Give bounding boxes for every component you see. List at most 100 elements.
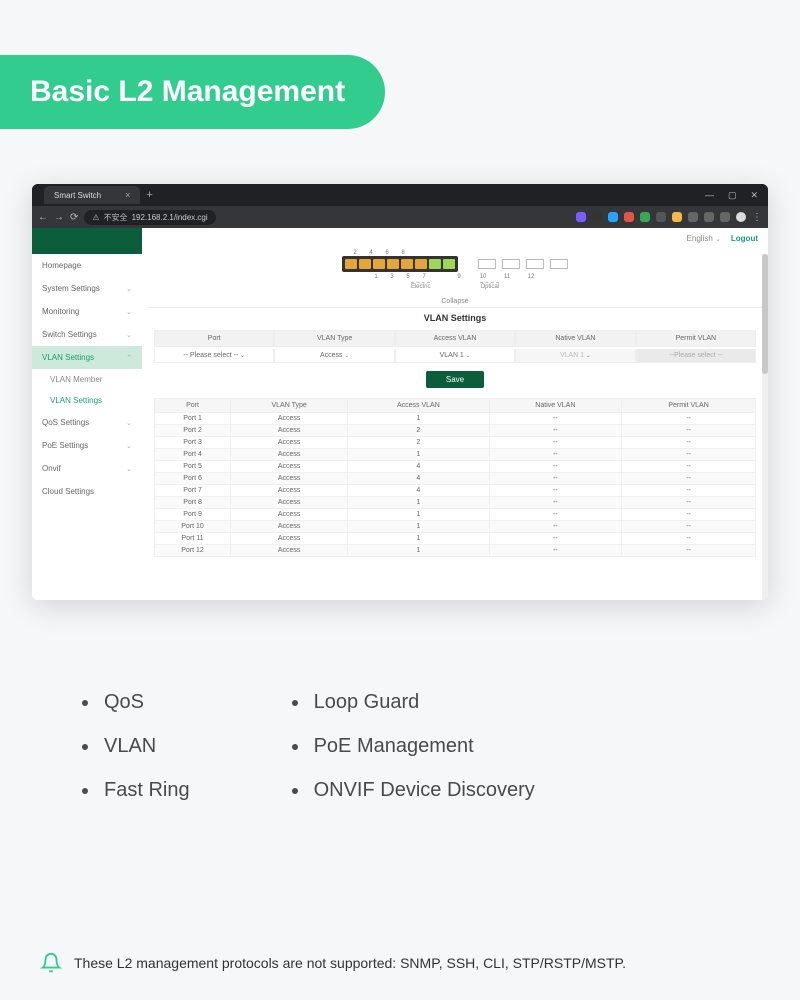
- scrollbar[interactable]: [762, 254, 768, 600]
- rj45-port: [401, 259, 413, 269]
- electric-label: Electric: [411, 282, 431, 290]
- extension-icon[interactable]: [576, 212, 586, 222]
- config-header: Permit VLAN: [636, 330, 756, 347]
- sidebar-item[interactable]: Homepage: [32, 254, 142, 277]
- rj45-port: [429, 259, 441, 269]
- feature-column-right: Loop GuardPoE ManagementONVIF Device Dis…: [310, 680, 535, 812]
- sidebar-item-label: VLAN Member: [50, 375, 102, 384]
- feature-item: ONVIF Device Discovery: [310, 768, 535, 812]
- window-minimize-icon[interactable]: —: [705, 190, 714, 201]
- main-panel: English ⌄ Logout 2468 1357 9101112: [142, 228, 768, 600]
- sidebar-item[interactable]: QoS Settings ⌄: [32, 411, 142, 434]
- extension-icon[interactable]: [640, 212, 650, 222]
- table-row[interactable]: Port 3Access2----: [155, 437, 756, 449]
- language-select[interactable]: English ⌄: [687, 234, 721, 243]
- sidebar-item[interactable]: Monitoring⌄: [32, 300, 142, 323]
- sidebar-item-label: Onvif: [42, 464, 61, 473]
- sidebar-item[interactable]: Cloud Settings: [32, 480, 142, 503]
- window-close-icon[interactable]: ✕: [750, 190, 758, 201]
- extension-icon[interactable]: [608, 212, 618, 222]
- extension-icon[interactable]: [592, 212, 602, 222]
- table-row[interactable]: Port 7Access4----: [155, 485, 756, 497]
- feature-item: PoE Management: [310, 724, 535, 768]
- feature-item: Fast Ring: [100, 768, 190, 812]
- sidebar-item[interactable]: System Settings⌄: [32, 277, 142, 300]
- sidebar-item[interactable]: VLAN Settings ⌃: [32, 346, 142, 369]
- tab-strip: Smart Switch × + — ▢ ✕: [32, 184, 768, 206]
- sidebar-item-label: Cloud Settings: [42, 487, 94, 496]
- logout-link[interactable]: Logout: [731, 234, 758, 243]
- nav-back-icon[interactable]: ←: [38, 212, 48, 223]
- extension-icon[interactable]: [720, 212, 730, 222]
- browser-menu-icon[interactable]: ⋮: [752, 212, 762, 223]
- scrollbar-thumb[interactable]: [762, 254, 768, 374]
- feature-column-left: QoSVLANFast Ring: [100, 680, 190, 812]
- sidebar-item-label: QoS Settings: [42, 418, 89, 427]
- table-row[interactable]: Port 9Access1----: [155, 509, 756, 521]
- table-row[interactable]: Port 5Access4----: [155, 461, 756, 473]
- profile-avatar[interactable]: [736, 212, 746, 222]
- sidebar-item-label: PoE Settings: [42, 441, 88, 450]
- address-bar[interactable]: ⚠ 不安全 192.168.2.1/index.cgi: [84, 210, 215, 225]
- config-header: Native VLAN: [515, 330, 635, 347]
- feature-item: Loop Guard: [310, 680, 535, 724]
- table-row[interactable]: Port 12Access1----: [155, 545, 756, 557]
- rj45-port: [443, 259, 455, 269]
- bell-icon: [40, 952, 62, 974]
- feature-list: QoSVLANFast Ring Loop GuardPoE Managemen…: [100, 680, 710, 812]
- extension-icon[interactable]: [704, 212, 714, 222]
- table-row[interactable]: Port 2Access2----: [155, 425, 756, 437]
- table-row[interactable]: Port 8Access1----: [155, 497, 756, 509]
- tab-close-icon[interactable]: ×: [125, 190, 130, 200]
- table-row[interactable]: Port 1Access1----: [155, 413, 756, 425]
- rj45-port: [359, 259, 371, 269]
- table-row[interactable]: Port 4Access1----: [155, 449, 756, 461]
- sidebar-item-label: VLAN Settings: [42, 353, 94, 362]
- sidebar-item[interactable]: Switch Settings⌄: [32, 323, 142, 346]
- extension-icon[interactable]: [656, 212, 666, 222]
- sidebar-item-label: VLAN Settings: [50, 396, 102, 405]
- extension-icon[interactable]: [672, 212, 682, 222]
- feature-item: VLAN: [100, 724, 190, 768]
- top-bar: English ⌄ Logout: [687, 234, 758, 243]
- table-header: Port: [155, 399, 231, 413]
- browser-tab-active[interactable]: Smart Switch ×: [44, 186, 140, 204]
- browser-chrome: Smart Switch × + — ▢ ✕ ← → ⟳ ⚠ 不安全 192.1…: [32, 184, 768, 228]
- footer-note: These L2 management protocols are not su…: [40, 952, 626, 974]
- sidebar-item[interactable]: Onvif⌄: [32, 457, 142, 480]
- window-maximize-icon[interactable]: ▢: [728, 190, 737, 201]
- insecure-icon: ⚠: [92, 213, 99, 222]
- config-headers: PortVLAN TypeAccess VLANNative VLANPermi…: [154, 330, 756, 347]
- table-row[interactable]: Port 6Access4----: [155, 473, 756, 485]
- extension-icon[interactable]: [624, 212, 634, 222]
- chevron-icon: ⌃: [126, 354, 132, 362]
- sfp-ports: [478, 259, 568, 269]
- save-button[interactable]: Save: [426, 371, 484, 388]
- nav-reload-icon[interactable]: ⟳: [70, 212, 78, 223]
- address-bar-row: ← → ⟳ ⚠ 不安全 192.168.2.1/index.cgi ⋮: [32, 206, 768, 228]
- chevron-icon: ⌄: [126, 308, 132, 316]
- chevron-icon: ⌄: [126, 419, 132, 427]
- table-header: Native VLAN: [489, 399, 622, 413]
- table-row[interactable]: Port 10Access1----: [155, 521, 756, 533]
- new-tab-button[interactable]: +: [146, 189, 152, 201]
- config-header: VLAN Type: [274, 330, 394, 347]
- nav-forward-icon[interactable]: →: [54, 212, 64, 223]
- sfp-port: [526, 259, 544, 269]
- config-header: Port: [154, 330, 274, 347]
- port-select[interactable]: -- Please select --: [154, 349, 274, 363]
- table-row[interactable]: Port 11Access1----: [155, 533, 756, 545]
- table-header: Access VLAN: [348, 399, 489, 413]
- collapse-toggle[interactable]: Collapse: [148, 296, 762, 308]
- extension-icon[interactable]: [688, 212, 698, 222]
- rj45-port: [387, 259, 399, 269]
- extension-icons: ⋮: [576, 212, 762, 223]
- sidebar-subitem[interactable]: VLAN Settings: [32, 390, 142, 411]
- sidebar-logo-area: [32, 228, 142, 254]
- vlan-type-select[interactable]: Access: [274, 349, 394, 363]
- sidebar-subitem[interactable]: VLAN Member: [32, 369, 142, 390]
- sidebar-item[interactable]: PoE Settings⌄: [32, 434, 142, 457]
- table-header: Permit VLAN: [622, 399, 756, 413]
- access-vlan-select[interactable]: VLAN 1: [395, 349, 515, 363]
- rj45-port: [415, 259, 427, 269]
